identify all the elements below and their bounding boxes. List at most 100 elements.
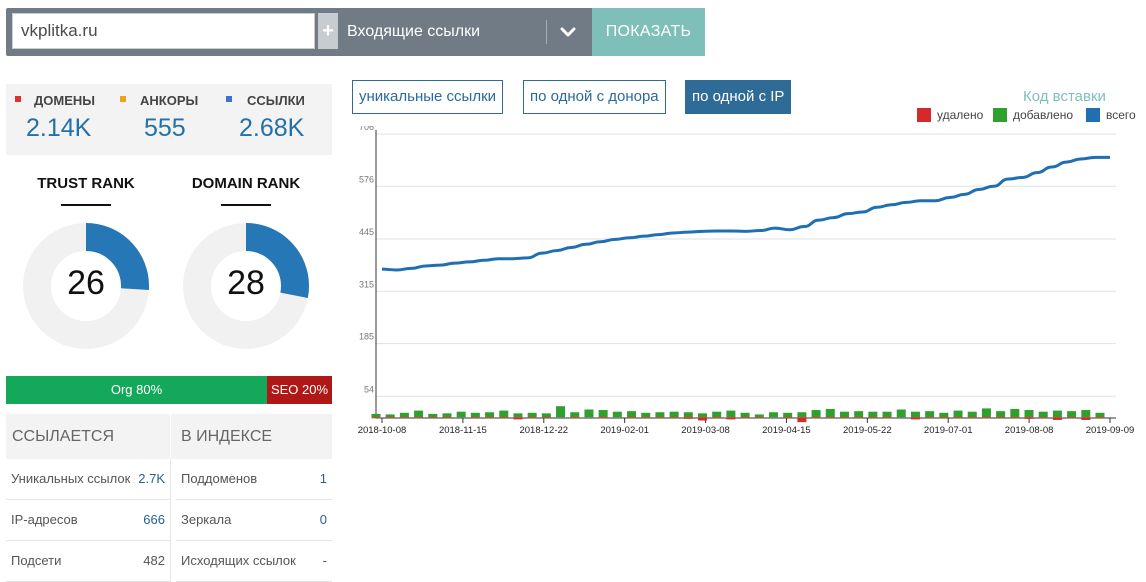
added-bar	[371, 413, 381, 418]
added-bar	[470, 412, 480, 418]
deleted-bar	[499, 417, 509, 419]
deleted-bar	[953, 417, 963, 419]
links-dot	[226, 96, 232, 102]
added-bar	[683, 412, 693, 418]
deleted-bar	[825, 417, 835, 419]
trust-rank-arc	[23, 223, 149, 349]
added-bar	[882, 411, 892, 418]
deleted-bar	[527, 417, 537, 419]
added-bar	[669, 411, 679, 418]
added-bar	[598, 410, 608, 418]
added-bar	[414, 410, 424, 418]
trust-rank-title: TRUST RANK	[37, 175, 135, 192]
row-value[interactable]: 2.7K	[138, 471, 165, 486]
added-bar	[612, 411, 622, 418]
tab-one-per-donor[interactable]: по одной с донора	[523, 80, 666, 114]
org-seo-ratio-bar: Org 80% SEO 20%	[6, 376, 332, 404]
stat-value[interactable]: 555	[144, 114, 186, 142]
deleted-bar	[1052, 417, 1062, 420]
domain-rank-arc	[183, 223, 309, 349]
domain-input[interactable]	[12, 13, 315, 49]
legend-label: всего	[1106, 108, 1136, 122]
deleted-bar	[740, 417, 750, 419]
stat-label: ССЫЛКИ	[247, 93, 305, 108]
row-value: -	[322, 553, 327, 568]
show-button[interactable]: ПОКАЗАТЬ	[592, 8, 705, 56]
trust-rank-underline	[61, 204, 111, 206]
domain-rank-title: DOMAIN RANK	[191, 175, 301, 192]
deleted-bar	[981, 417, 991, 419]
added-bar	[981, 408, 991, 418]
y-tick-label: 445	[359, 227, 374, 237]
tab-unique-links[interactable]: уникальные ссылки	[352, 80, 504, 114]
deleted-bar	[414, 417, 424, 419]
select-divider	[546, 20, 547, 44]
added-bar	[825, 408, 835, 418]
stat-label: ДОМЕНЫ	[34, 93, 95, 108]
added-bar	[1081, 410, 1091, 418]
deleted-bar	[641, 417, 651, 419]
y-tick-label: 576	[359, 174, 374, 184]
added-bar	[570, 412, 580, 418]
deleted-bar	[683, 417, 693, 419]
tab-one-per-ip[interactable]: по одной с IP	[685, 80, 792, 114]
summary-stats: ДОМЕНЫ 2.14K АНКОРЫ 555 ССЫЛКИ 2.68K	[6, 84, 332, 155]
added-bar	[655, 412, 665, 418]
legend-label: добавлено	[1013, 108, 1074, 122]
added-bar	[584, 409, 594, 418]
deleted-bar	[371, 417, 381, 419]
deleted-bar	[385, 417, 395, 419]
added-bar	[783, 412, 793, 418]
table-row: Уникальных ссылок 2.7K	[6, 459, 170, 500]
deleted-bar	[939, 417, 949, 419]
deleted-bar	[1095, 417, 1105, 419]
x-tick-label: 2019-03-08	[681, 425, 730, 436]
chevron-down-icon[interactable]	[554, 18, 582, 46]
added-bar	[797, 412, 807, 418]
added-bar	[854, 411, 864, 418]
deleted-bar	[925, 417, 935, 419]
added-bar	[442, 413, 452, 418]
added-bar	[1038, 411, 1048, 418]
row-label: Исходящих ссылок	[181, 553, 296, 568]
org-segment: Org 80%	[6, 376, 267, 404]
deleted-bar	[698, 417, 708, 421]
legend-swatch	[993, 108, 1007, 122]
embed-code-link[interactable]: Код вставки	[1023, 88, 1106, 105]
anchors-dot	[120, 96, 126, 102]
table-row: Исходящих ссылок -	[176, 541, 332, 582]
stat-value[interactable]: 2.14K	[26, 114, 92, 142]
x-tick-label: 2018-11-15	[439, 425, 487, 436]
legend-item-added[interactable]: добавлено	[993, 108, 1073, 122]
legend-item-deleted[interactable]: удалено	[917, 108, 983, 122]
row-value[interactable]: 1	[319, 471, 327, 486]
stat-value[interactable]: 2.68K	[239, 114, 305, 142]
y-tick-label: 315	[359, 279, 374, 289]
x-tick-label: 2019-09-09	[1086, 425, 1135, 436]
added-bar	[556, 406, 566, 418]
legend-item-total[interactable]: всего	[1086, 108, 1136, 122]
domain-rank-underline	[221, 204, 271, 206]
linking-header: ССЫЛАЕТСЯ	[6, 414, 170, 459]
backlinks-chart: 54 185 315 445 576 706 2018-10-08 2018-11-15 201…	[358, 126, 1135, 436]
deleted-bar	[996, 417, 1006, 419]
added-bar	[541, 413, 551, 418]
deleted-bar	[570, 417, 580, 419]
y-tick-label: 185	[359, 332, 374, 342]
row-value[interactable]: 0	[319, 512, 327, 527]
trust-rank-donut	[23, 223, 149, 349]
added-bar	[698, 413, 708, 418]
added-bar	[754, 414, 764, 418]
deleted-bar	[541, 417, 551, 419]
deleted-bar	[1038, 417, 1048, 419]
added-bar	[527, 412, 537, 418]
row-value[interactable]: 666	[143, 512, 165, 527]
row-label: Уникальных ссылок	[11, 471, 131, 486]
table-row: Подсети 482	[6, 541, 170, 582]
report-type-select[interactable]: Входящие ссылки	[347, 23, 481, 40]
added-bar	[1095, 412, 1105, 418]
added-bar	[499, 410, 509, 418]
deleted-bar	[513, 417, 523, 420]
x-tick-label: 2018-10-08	[358, 425, 407, 436]
add-domain-button[interactable]: +	[318, 13, 338, 49]
